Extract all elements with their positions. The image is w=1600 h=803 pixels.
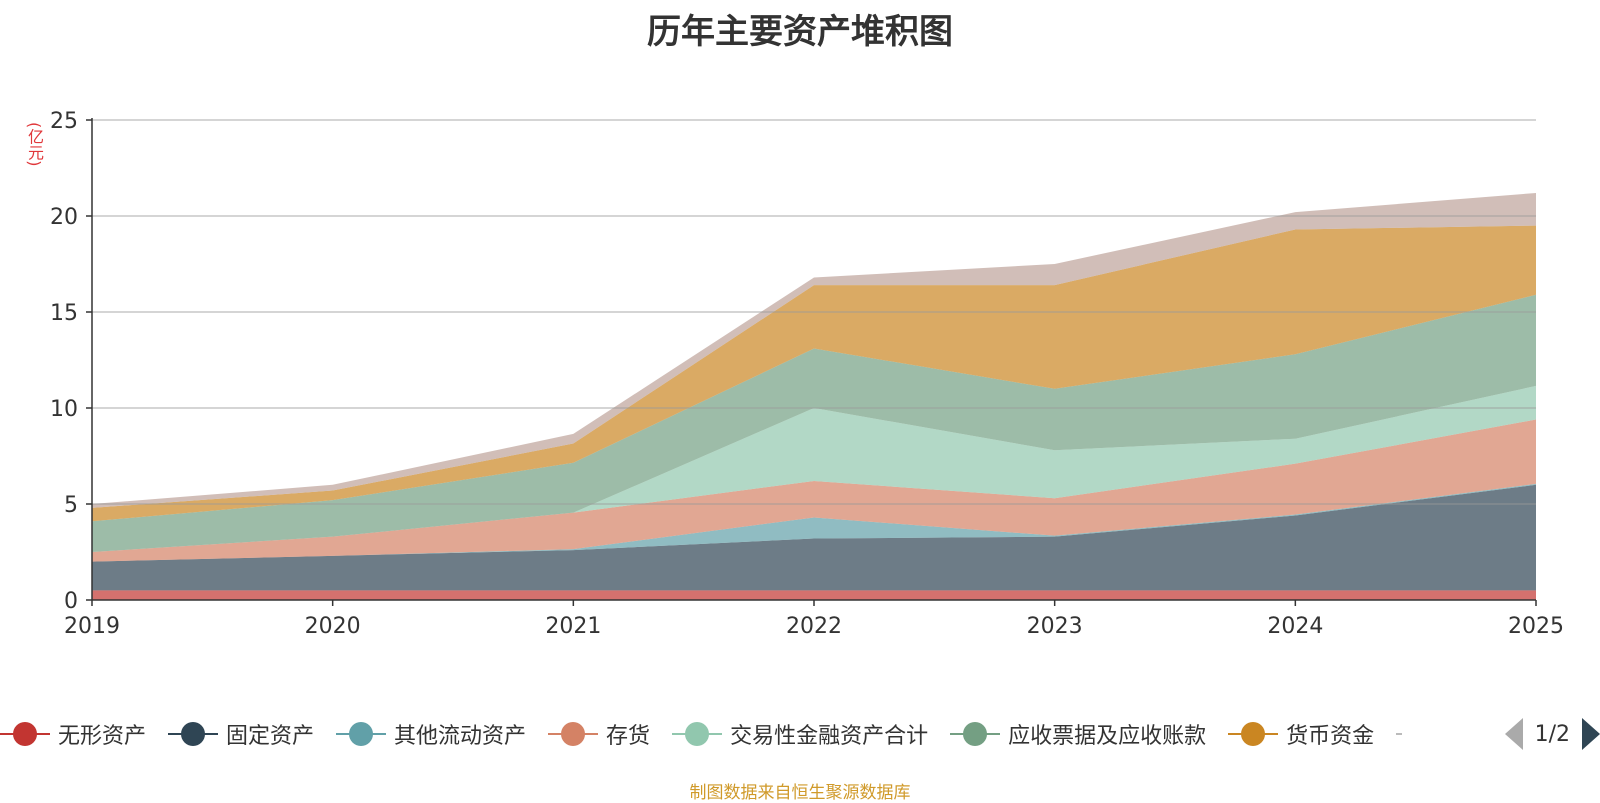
area-series-2 — [92, 483, 1536, 562]
legend-label: 货币资金 — [1286, 724, 1375, 749]
legend-marker-icon — [548, 722, 599, 746]
y-tick-label-3: 15 — [50, 301, 78, 326]
x-tick-label-6: 2025 — [1508, 614, 1564, 639]
area-series-7 — [92, 192, 1536, 508]
legend-prev-page-icon[interactable] — [1504, 718, 1523, 750]
x-tick-label-2: 2021 — [545, 614, 601, 639]
area-series-3 — [92, 419, 1536, 562]
x-tick-label-1: 2020 — [305, 614, 361, 639]
legend-item-6[interactable]: 货币资金 — [1228, 718, 1374, 750]
legend-label: 无形资产 — [58, 724, 147, 749]
y-axis-unit-label: (亿元) — [25, 122, 44, 167]
legend-overflow-marker — [1396, 733, 1403, 735]
area-series-1 — [92, 484, 1536, 591]
y-tick-label-0: 0 — [64, 589, 78, 614]
area-series-5 — [92, 294, 1536, 552]
legend-label: 其他流动资产 — [394, 724, 527, 749]
x-tick-label-0: 2019 — [64, 614, 120, 639]
y-tick-label-4: 20 — [50, 205, 78, 230]
legend: 无形资产 固定资产 其他流动资产 存货 交易性金融资产合计 应收票据及应收账款 货币资金 — [0, 716, 1600, 752]
chart-title: 历年主要资产堆积图 — [647, 12, 953, 52]
legend-pager: 1/2 — [1504, 716, 1600, 752]
area-series-0 — [92, 590, 1536, 600]
legend-item-3[interactable]: 存货 — [548, 718, 650, 750]
area-series-6 — [92, 225, 1536, 522]
y-tick-label-2: 10 — [50, 397, 78, 422]
legend-item-0[interactable]: 无形资产 — [0, 718, 146, 750]
y-tick-label-1: 5 — [64, 493, 78, 518]
legend-marker-icon — [168, 722, 219, 746]
legend-label: 应收票据及应收账款 — [1008, 724, 1207, 749]
legend-item-5[interactable]: 应收票据及应收账款 — [950, 718, 1206, 750]
legend-item-2[interactable]: 其他流动资产 — [336, 718, 526, 750]
legend-marker-icon — [672, 722, 723, 746]
legend-item-4[interactable]: 交易性金融资产合计 — [672, 718, 928, 750]
x-tick-label-4: 2023 — [1027, 614, 1083, 639]
legend-marker-icon — [950, 722, 1001, 746]
legend-marker-icon — [0, 722, 50, 746]
legend-label: 交易性金融资产合计 — [730, 724, 929, 749]
y-tick-label-5: 25 — [50, 109, 78, 134]
source-note: 制图数据来自恒生聚源数据库 — [689, 783, 911, 803]
legend-marker-icon — [1228, 722, 1279, 746]
legend-label: 存货 — [606, 724, 651, 749]
legend-label: 固定资产 — [226, 724, 315, 749]
area-series-4 — [92, 385, 1536, 552]
legend-item-1[interactable]: 固定资产 — [168, 718, 314, 750]
x-tick-label-3: 2022 — [786, 614, 842, 639]
legend-marker-icon — [336, 722, 387, 746]
x-tick-label-5: 2024 — [1267, 614, 1323, 639]
legend-next-page-icon[interactable] — [1582, 718, 1600, 750]
legend-page-indicator: 1/2 — [1534, 721, 1570, 747]
